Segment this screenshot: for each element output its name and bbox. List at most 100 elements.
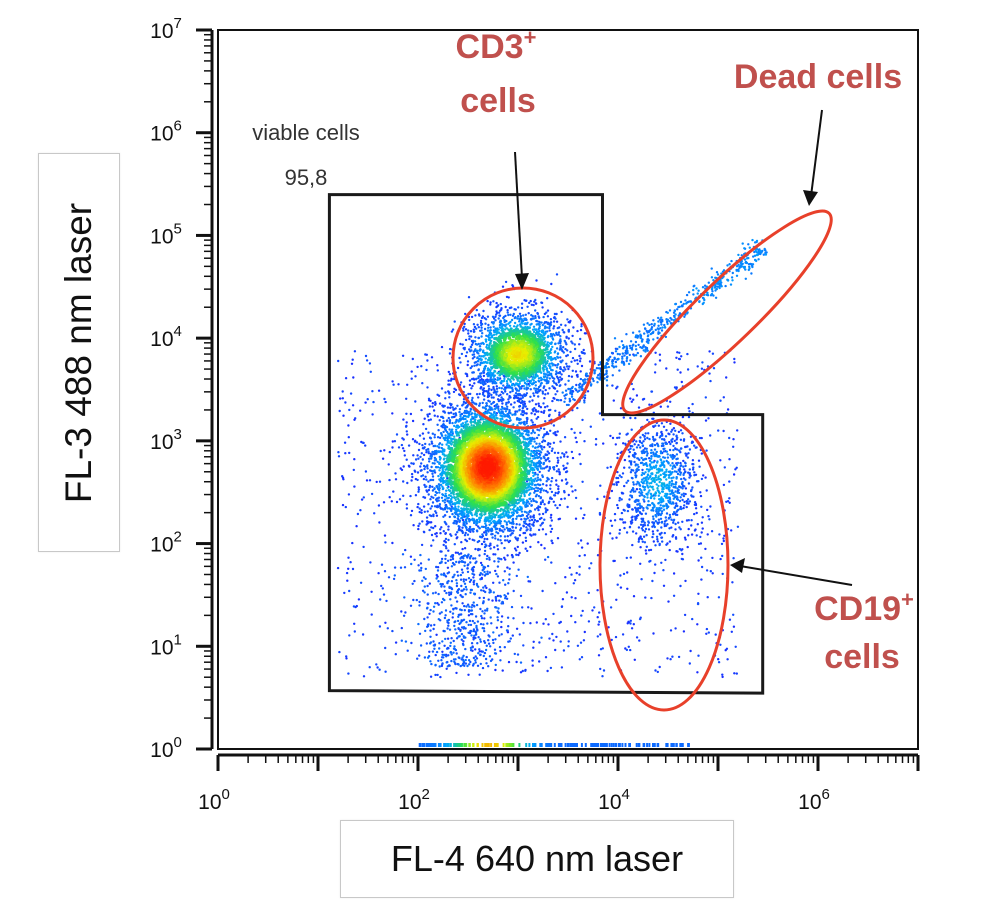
event-dot xyxy=(647,520,650,523)
event-dot xyxy=(644,478,648,481)
event-dot xyxy=(573,343,576,346)
event-dot xyxy=(447,379,450,382)
event-dot xyxy=(469,612,473,616)
event-dot xyxy=(570,391,574,395)
event-dot xyxy=(640,512,643,516)
event-dot xyxy=(679,429,683,432)
event-dot xyxy=(369,370,372,373)
event-dot xyxy=(657,320,660,323)
event-dot xyxy=(651,501,654,505)
event-dot xyxy=(662,569,665,572)
event-dot xyxy=(441,653,444,656)
event-dot xyxy=(378,480,382,483)
event-dot xyxy=(410,462,413,465)
event-dot xyxy=(627,448,630,452)
event-dot xyxy=(492,396,495,399)
event-dot xyxy=(654,328,657,332)
event-dot xyxy=(629,359,632,362)
event-dot xyxy=(616,470,619,474)
event-dot xyxy=(426,386,429,389)
event-dot xyxy=(614,635,618,639)
event-dot xyxy=(576,390,579,393)
event-dot xyxy=(635,532,638,535)
event-dot xyxy=(390,500,393,503)
event-dot xyxy=(680,380,683,384)
event-dot xyxy=(655,507,659,510)
event-dot xyxy=(500,387,503,390)
event-dot xyxy=(450,505,453,508)
event-dot xyxy=(523,517,526,520)
event-dot xyxy=(702,301,705,304)
event-dot xyxy=(629,447,632,450)
event-dot xyxy=(573,359,576,362)
event-dot xyxy=(628,525,632,529)
event-dot xyxy=(420,452,423,455)
event-dot xyxy=(668,448,672,452)
event-dot xyxy=(567,493,570,497)
event-dot xyxy=(530,412,533,415)
event-dot xyxy=(493,648,497,651)
event-dot xyxy=(495,606,498,609)
event-dot xyxy=(510,532,513,535)
event-dot xyxy=(497,317,500,320)
event-dot xyxy=(501,669,504,672)
event-dot xyxy=(578,343,581,346)
event-dot xyxy=(474,630,477,633)
event-dot xyxy=(408,465,411,468)
event-dot xyxy=(349,561,352,564)
event-dot xyxy=(651,331,655,335)
event-dot xyxy=(540,321,543,324)
event-dot xyxy=(424,465,427,468)
event-dot xyxy=(378,625,382,628)
event-dot xyxy=(575,571,578,575)
event-dot xyxy=(384,621,387,624)
event-dot xyxy=(678,526,681,529)
event-dot xyxy=(525,499,529,502)
event-dot xyxy=(475,560,478,563)
event-dot xyxy=(564,324,567,327)
event-dot xyxy=(568,365,571,368)
event-dot xyxy=(549,524,552,527)
event-dot xyxy=(470,630,473,633)
event-dot xyxy=(453,387,456,390)
event-dot xyxy=(483,327,487,331)
event-dot xyxy=(535,417,538,420)
event-dot xyxy=(337,359,340,363)
event-dot xyxy=(536,446,539,449)
event-dot xyxy=(536,312,540,316)
event-dot xyxy=(514,526,518,529)
event-dot xyxy=(542,375,546,378)
event-dot xyxy=(554,491,557,495)
event-dot xyxy=(543,503,546,506)
event-dot xyxy=(412,454,415,457)
event-dot xyxy=(613,357,616,360)
event-dot xyxy=(574,489,577,492)
event-dot xyxy=(552,386,556,389)
event-dot xyxy=(687,471,690,474)
event-dot xyxy=(590,562,593,565)
event-dot xyxy=(650,455,653,458)
event-dot xyxy=(546,309,550,312)
event-dot xyxy=(518,421,521,425)
event-dot xyxy=(724,284,727,288)
event-dot xyxy=(558,380,561,383)
event-dot xyxy=(546,491,549,494)
event-dot xyxy=(447,390,450,393)
event-dot xyxy=(487,323,490,327)
event-dot xyxy=(654,520,657,523)
event-dot xyxy=(522,384,525,388)
event-dot xyxy=(596,616,599,619)
event-dot xyxy=(546,555,550,559)
event-dot xyxy=(480,372,483,375)
event-dot xyxy=(483,617,486,620)
event-dot xyxy=(599,484,602,487)
event-dot xyxy=(695,480,699,483)
event-dot xyxy=(523,510,527,513)
event-dot xyxy=(550,476,554,480)
event-dot xyxy=(622,346,626,349)
event-dot xyxy=(570,340,573,343)
event-dot xyxy=(512,561,515,564)
event-dot xyxy=(481,533,484,536)
event-dot xyxy=(674,513,678,516)
event-dot xyxy=(719,459,722,462)
